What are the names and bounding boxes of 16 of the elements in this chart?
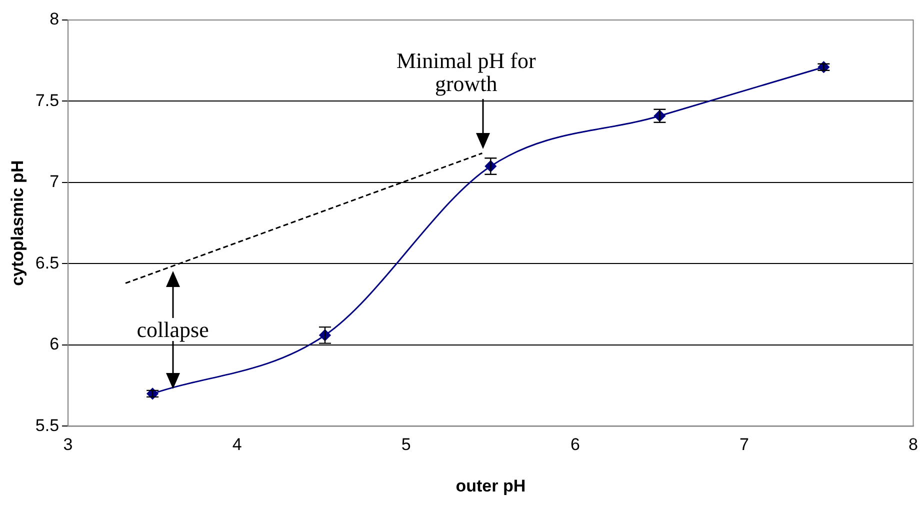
y-tick-label: 6.5: [35, 253, 60, 272]
x-tick-label: 3: [63, 435, 73, 454]
y-tick-label: 5.5: [35, 416, 60, 435]
y-tick-label: 7: [50, 172, 60, 192]
annotation: Minimal pH for growth: [395, 48, 537, 96]
x-axis-title: outer pH: [456, 476, 526, 496]
annotation: collapse: [124, 317, 221, 342]
y-tick-label: 6: [50, 334, 60, 354]
y-tick-label: 8: [50, 10, 60, 29]
y-tick-label: 7.5: [35, 90, 60, 110]
x-tick-label: 4: [232, 435, 242, 454]
x-tick-label: 6: [570, 435, 580, 454]
x-tick-label: 5: [401, 435, 411, 454]
y-axis-title: cytoplasmic pH: [8, 160, 27, 286]
x-tick-label: 7: [739, 435, 749, 454]
x-tick-label: 8: [908, 435, 918, 454]
